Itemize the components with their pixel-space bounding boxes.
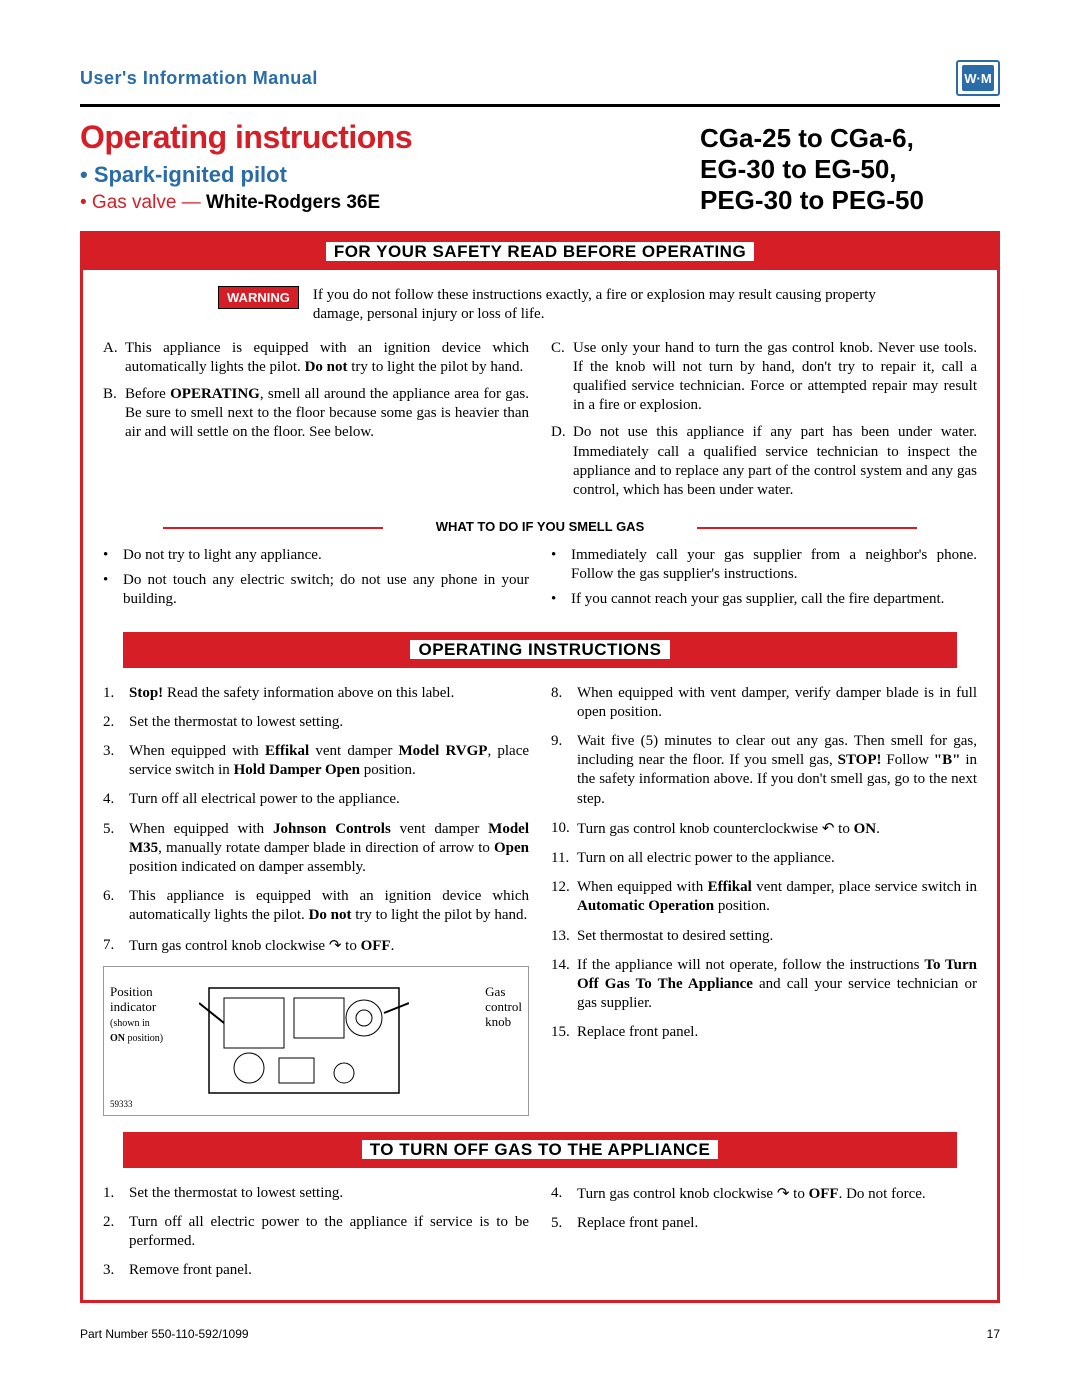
models-line2: EG-30 to EG-50, (700, 154, 1000, 185)
operating-steps-right: When equipped with vent damper, verify d… (551, 684, 977, 1043)
operating-section-bar: OPERATING INSTRUCTIONS (123, 632, 957, 668)
safety-section-bar: FOR YOUR SAFETY READ BEFORE OPERATING (83, 234, 997, 270)
smell-list-left: Do not try to light any appliance. Do not… (103, 546, 529, 610)
safety-item: C.Use only your hand to turn the gas con… (551, 339, 977, 416)
subtitle-valve-prefix: • Gas valve — (80, 192, 206, 213)
step-item: Turn gas control knob counterclockwise ↶… (551, 819, 977, 839)
step-item: When equipped with Johnson Controls vent… (103, 820, 529, 878)
diag-gas-l1: Gas (485, 984, 505, 999)
step-item: Set the thermostat to lowest setting. (103, 713, 529, 732)
step-item: Turn gas control knob clockwise ↷ to OFF… (551, 1184, 977, 1204)
safety-box: FOR YOUR SAFETY READ BEFORE OPERATING WA… (80, 231, 1000, 1304)
top-rule (80, 104, 1000, 107)
step-item: This appliance is equipped with an ignit… (103, 887, 529, 925)
list-item: Immediately call your gas supplier from … (551, 546, 977, 584)
safety-col-right: C.Use only your hand to turn the gas con… (551, 339, 977, 509)
safety-col-left: A.This appliance is equipped with an ign… (103, 339, 529, 509)
diag-gas-l3: knob (485, 1014, 511, 1029)
diag-position-l1: Position (110, 984, 153, 999)
model-numbers: CGa-25 to CGa-6, EG-30 to EG-50, PEG-30 … (700, 119, 1000, 217)
step-item: When equipped with Effikal vent damper, … (551, 878, 977, 916)
diag-position-l3: (shown in (110, 1018, 150, 1029)
safety-section-label: FOR YOUR SAFETY READ BEFORE OPERATING (326, 242, 754, 261)
safety-item: D.Do not use this appliance if any part … (551, 423, 977, 500)
subtitle-pilot: • Spark-ignited pilot (80, 162, 700, 188)
diag-position-l2: indicator (110, 999, 156, 1014)
valve-icon (199, 973, 409, 1108)
step-item: Replace front panel. (551, 1214, 977, 1233)
step-item: If the appliance will not operate, follo… (551, 956, 977, 1014)
list-item: Do not touch any electric switch; do not… (103, 571, 529, 609)
step-item: Remove front panel. (103, 1261, 529, 1280)
step-item: Turn on all electric power to the applia… (551, 849, 977, 868)
step-item: Replace front panel. (551, 1023, 977, 1042)
page-title: Operating instructions (80, 119, 700, 156)
turnoff-section-bar: TO TURN OFF GAS TO THE APPLIANCE (123, 1132, 957, 1168)
step-item: Stop! Read the safety information above … (103, 684, 529, 703)
brand-logo: W·M (956, 60, 1000, 96)
part-number: Part Number 550-110-592/1099 (80, 1327, 249, 1341)
step-item: Turn off all electric power to the appli… (103, 1213, 529, 1251)
subtitle-valve-model: White-Rodgers 36E (206, 192, 380, 213)
warning-badge: WARNING (218, 286, 299, 309)
models-line1: CGa-25 to CGa-6, (700, 123, 1000, 154)
diag-position-l4: ON position) (110, 1033, 163, 1044)
safety-item: A.This appliance is equipped with an ign… (103, 339, 529, 377)
brand-logo-text: W·M (962, 65, 994, 91)
models-line3: PEG-30 to PEG-50 (700, 185, 1000, 216)
gas-smell-header: WHAT TO DO IF YOU SMELL GAS (163, 518, 917, 536)
gas-valve-diagram: Position indicator (shown in ON position… (103, 966, 529, 1116)
operating-steps-left: Stop! Read the safety information above … (103, 684, 529, 956)
turnoff-steps-right: Turn gas control knob clockwise ↷ to OFF… (551, 1184, 977, 1233)
list-item: Do not try to light any appliance. (103, 546, 529, 565)
step-item: Turn gas control knob clockwise ↷ to OFF… (103, 936, 529, 956)
step-item: When equipped with vent damper, verify d… (551, 684, 977, 722)
safety-item: B.Before OPERATING, smell all around the… (103, 385, 529, 443)
list-item: If you cannot reach your gas supplier, c… (551, 590, 977, 609)
step-item: Wait five (5) minutes to clear out any g… (551, 732, 977, 809)
turnoff-steps-left: Set the thermostat to lowest setting. Tur… (103, 1184, 529, 1281)
gas-smell-label: WHAT TO DO IF YOU SMELL GAS (426, 519, 655, 534)
warning-text: If you do not follow these instructions … (313, 286, 887, 325)
turnoff-section-label: TO TURN OFF GAS TO THE APPLIANCE (362, 1140, 719, 1159)
smell-list-right: Immediately call your gas supplier from … (551, 546, 977, 610)
diagram-number: 59333 (110, 1099, 133, 1111)
step-item: Set thermostat to desired setting. (551, 927, 977, 946)
operating-section-label: OPERATING INSTRUCTIONS (410, 640, 669, 659)
manual-title: User's Information Manual (80, 68, 318, 89)
step-item: Turn off all electrical power to the app… (103, 790, 529, 809)
page-number: 17 (987, 1327, 1000, 1341)
step-item: Set the thermostat to lowest setting. (103, 1184, 529, 1203)
subtitle-valve: • Gas valve — White-Rodgers 36E (80, 192, 700, 214)
step-item: When equipped with Effikal vent damper M… (103, 742, 529, 780)
diag-gas-l2: control (485, 999, 522, 1014)
